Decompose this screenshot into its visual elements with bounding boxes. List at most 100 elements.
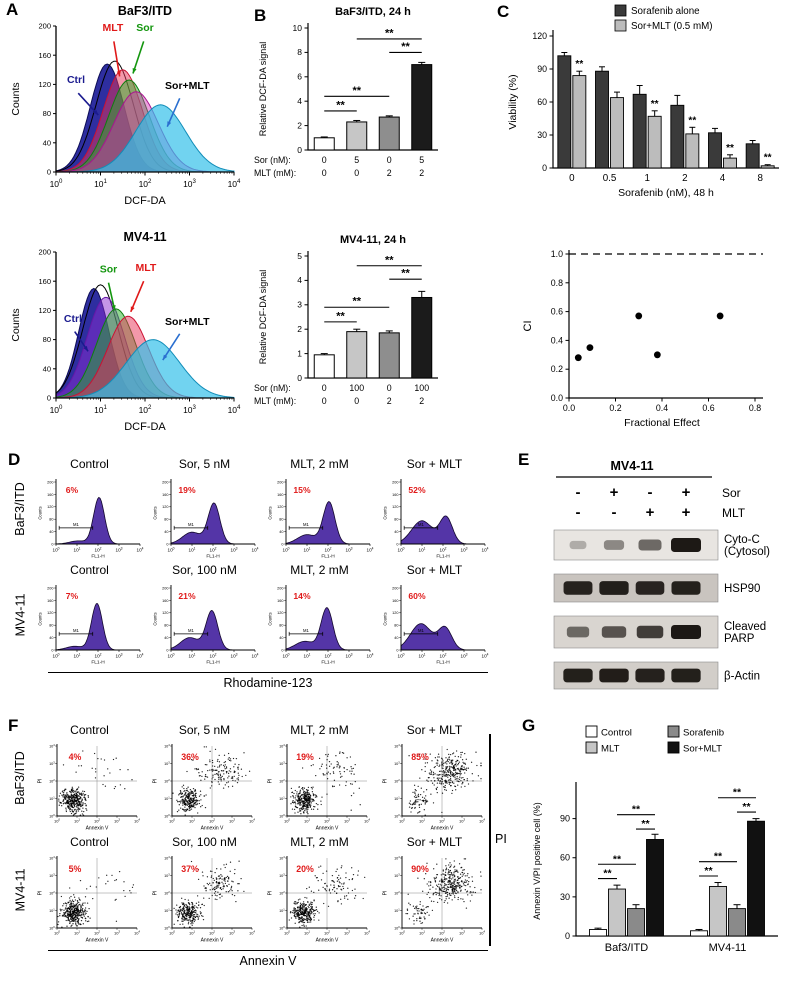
svg-text:102: 102 [323, 930, 329, 936]
svg-text:160: 160 [392, 599, 398, 603]
svg-text:104: 104 [366, 546, 373, 552]
svg-text:0.5: 0.5 [603, 173, 617, 184]
svg-text:104: 104 [279, 855, 285, 861]
svg-text:100: 100 [53, 818, 59, 824]
flow-plot: 0 40 80 120 160 200 100 101 102 103 104 FL1-H Counts… [152, 585, 258, 666]
svg-text:0.0: 0.0 [563, 403, 575, 413]
svg-text:103: 103 [164, 872, 170, 878]
svg-text:0: 0 [387, 155, 392, 165]
svg-text:FL1-H: FL1-H [206, 554, 220, 560]
svg-text:102: 102 [209, 652, 216, 658]
svg-text:8: 8 [757, 173, 763, 184]
svg-text:100: 100 [164, 925, 170, 931]
svg-text:MV4-11, 24 h: MV4-11, 24 h [340, 234, 406, 246]
flow-plot-cell: Sor + MLT 0 40 80 120 160 200 100 101 102 103 104 FL… [377, 456, 492, 562]
svg-text:160: 160 [277, 599, 283, 603]
svg-text:0: 0 [569, 173, 575, 184]
svg-text:100: 100 [50, 404, 63, 415]
svg-text:**: ** [401, 268, 410, 280]
flow-plot: 0 40 80 120 160 200 100 101 102 103 104 FL1-H Counts… [152, 479, 258, 560]
flow-plot-title: Control [70, 835, 109, 849]
svg-text:160: 160 [38, 51, 51, 60]
panel-b-letter: B [254, 6, 267, 25]
svg-text:104: 104 [478, 818, 484, 824]
svg-text:102: 102 [93, 930, 99, 936]
cell-line-row-label: MV4-11 [8, 562, 32, 668]
svg-text:Fractional Effect: Fractional Effect [624, 417, 700, 429]
svg-text:100: 100 [414, 383, 429, 393]
flow-plot-title: MLT, 2 mM [290, 457, 349, 471]
flow-plot-title: Sor, 5 nM [178, 723, 231, 737]
svg-text:Relative DCF-DA signal: Relative DCF-DA signal [258, 42, 268, 137]
svg-text:Control: Control [601, 728, 632, 739]
svg-text:103: 103 [345, 652, 352, 658]
svg-text:200: 200 [47, 480, 53, 484]
svg-text:104: 104 [363, 930, 369, 936]
svg-text:14%: 14% [293, 591, 311, 601]
svg-text:100: 100 [50, 178, 63, 189]
svg-text:0: 0 [542, 163, 547, 173]
svg-text:80: 80 [43, 109, 51, 118]
svg-text:102: 102 [208, 818, 214, 824]
svg-text:PI: PI [152, 891, 158, 896]
svg-text:PI: PI [37, 779, 43, 784]
svg-text:200: 200 [277, 586, 283, 590]
annexin-dotplot-grid: BaF3/ITD Control 100 100 101 101 102 102 103 103 1… [8, 722, 500, 946]
svg-text:PI: PI [382, 779, 388, 784]
svg-text:104: 104 [133, 818, 139, 824]
svg-text:FL1-H: FL1-H [436, 660, 450, 666]
svg-text:120: 120 [47, 505, 53, 509]
svg-text:100: 100 [52, 546, 59, 552]
svg-text:PI: PI [37, 891, 43, 896]
svg-text:DCF-DA: DCF-DA [124, 195, 166, 207]
svg-text:M1: M1 [303, 522, 309, 527]
svg-text:160: 160 [277, 493, 283, 497]
svg-text:102: 102 [394, 778, 400, 784]
flow-plot: 0 40 80 120 160 200 100 101 102 103 104 FL1-H Counts… [37, 479, 143, 560]
svg-text:104: 104 [136, 652, 143, 658]
svg-text:100: 100 [398, 818, 404, 824]
svg-text:Sor+MLT: Sor+MLT [165, 80, 210, 92]
svg-text:40: 40 [43, 364, 51, 373]
svg-text:103: 103 [460, 652, 467, 658]
svg-text:104: 104 [49, 743, 55, 749]
svg-text:FL1-H: FL1-H [91, 554, 105, 560]
svg-text:60: 60 [560, 853, 570, 863]
svg-text:103: 103 [115, 652, 122, 658]
svg-text:104: 104 [164, 743, 170, 749]
svg-text:40: 40 [49, 530, 53, 534]
svg-text:Counts: Counts [382, 506, 387, 519]
svg-text:100: 100 [282, 652, 289, 658]
svg-text:103: 103 [460, 546, 467, 552]
svg-text:15%: 15% [293, 485, 311, 495]
flow-plot: 0 40 80 120 160 200 100 101 102 103 104 FL1-H Counts… [382, 585, 488, 666]
svg-text:160: 160 [38, 277, 51, 286]
svg-text:200: 200 [162, 480, 168, 484]
svg-text:104: 104 [248, 818, 254, 824]
svg-text:Annexin V: Annexin V [430, 826, 453, 832]
svg-text:101: 101 [188, 652, 195, 658]
svg-text:7%: 7% [65, 591, 78, 601]
flow-plot-title: Sor + MLT [406, 835, 463, 849]
flow-plot-cell: Sor + MLT 100 100 101 101 102 102 103 103 104 104 A… [377, 722, 492, 834]
svg-text:102: 102 [438, 818, 444, 824]
row-label-text: MV4-11 [13, 868, 27, 912]
svg-text:Annexin V: Annexin V [315, 938, 338, 944]
svg-text:+: + [646, 504, 655, 521]
svg-text:MLT: MLT [103, 22, 124, 34]
svg-text:200: 200 [162, 586, 168, 590]
svg-text:100: 100 [279, 813, 285, 819]
svg-text:104: 104 [49, 855, 55, 861]
svg-text:102: 102 [94, 546, 101, 552]
svg-text:103: 103 [49, 760, 55, 766]
svg-text:0.6: 0.6 [551, 307, 563, 317]
svg-text:19%: 19% [178, 485, 196, 495]
panel-c-letter: C [497, 2, 510, 21]
svg-text:104: 104 [136, 546, 143, 552]
svg-text:103: 103 [343, 930, 349, 936]
svg-text:MLT (mM):: MLT (mM): [254, 168, 296, 178]
svg-text:101: 101 [73, 546, 80, 552]
svg-text:0: 0 [51, 542, 53, 546]
